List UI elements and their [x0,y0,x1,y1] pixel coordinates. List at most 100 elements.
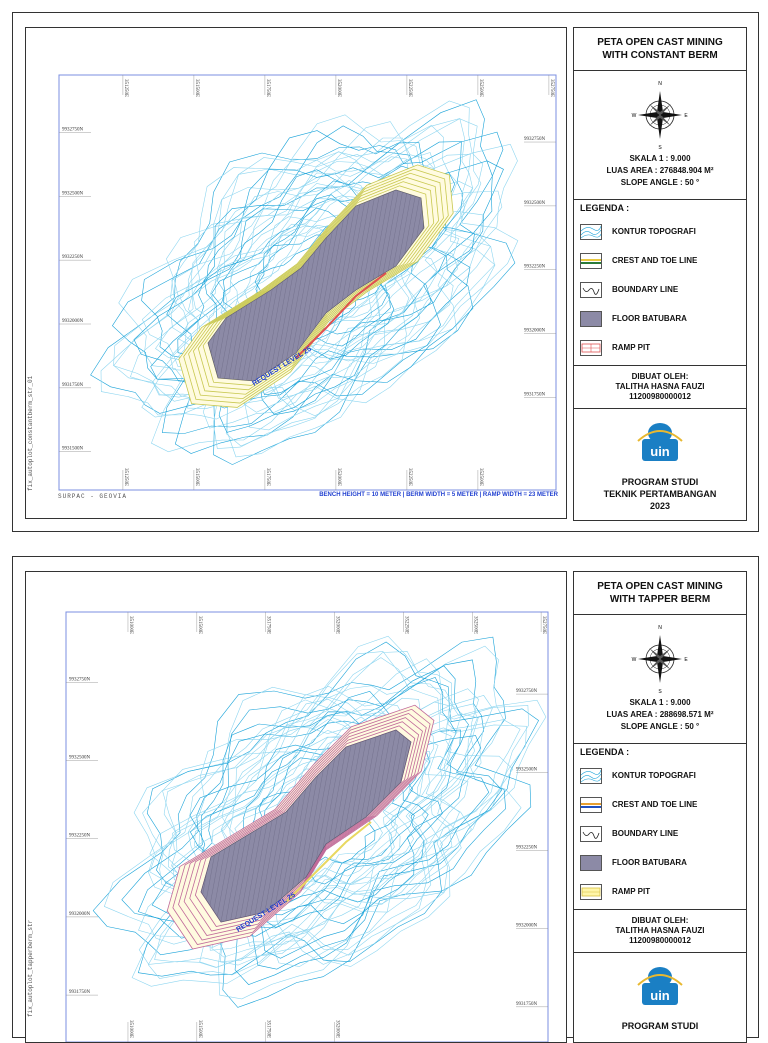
pit-floor [207,189,425,382]
svg-text:E: E [684,657,688,663]
scale-info: SKALA 1 : 9.000 LUAS AREA : 288698.571 M… [574,697,746,733]
title-line-1: PETA OPEN CAST MINING [597,37,723,48]
grid-northing-label: 9931750N [69,990,91,995]
contour-line [131,635,547,987]
crest-toe-swatch-icon [580,252,602,269]
crest-toe-line [194,725,416,927]
legend-label: FLOOR BATUBARA [612,314,687,323]
boundary-swatch-icon [580,281,602,298]
legend-item-ramp: RAMP PIT [580,877,740,906]
crest-toe-line [189,721,420,932]
institution-block: uin PROGRAM STUDI TEKNIK PERTAMBANGAN 20… [574,409,746,512]
area-value: 288698.571 M² [659,710,714,719]
crest-toe-line [197,181,435,391]
svg-text:W: W [632,113,637,119]
crest-toe-line [172,708,431,945]
grid-frame [65,611,549,1042]
compass-rose-icon: N S W E [632,81,689,149]
program-line-1: PROGRAM STUDI [621,1021,699,1031]
grid-easting-label: 352000E [335,616,340,634]
contour-line [150,142,475,415]
open-pit: REQUEST LEVEL 25 [178,164,454,408]
area-label: LUAS AREA : [606,710,658,719]
crest-toe-line [178,712,427,941]
area-label: LUAS AREA : [606,166,658,175]
legend-item-boundary: BOUNDARY LINE [580,275,740,304]
legend-label: BOUNDARY LINE [612,829,679,838]
legend-label: RAMP PIT [612,343,651,352]
hatch-line [423,722,463,942]
grid-easting-label: 352500E [478,468,483,486]
legend-item-ramp: RAMP PIT [580,333,740,362]
ramp-pit [285,821,372,903]
grid-easting-label: 352000E [336,468,341,486]
legend-label: CREST AND TOE LINE [612,256,698,265]
crest-toe-line [183,168,449,404]
grid-easting-label: 352500E [472,616,477,634]
map-title: PETA OPEN CAST MINING WITH TAPPER BERM [574,572,746,615]
map-frame: REQUEST LEVEL 25 351000E 351500E 351750E 352… [25,571,567,1043]
grid-northing-label: 9932500N [524,201,546,206]
floor-swatch-icon [580,854,602,871]
uin-logo-icon: uin [637,423,683,461]
ramp-pit [295,272,387,359]
crest-toe-line [202,185,430,386]
area-value: 276848.904 M² [659,166,714,175]
legend-label: BOUNDARY LINE [612,285,679,294]
legend-title: LEGENDA : [580,747,630,757]
contour-line [142,651,529,979]
grid-easting-label: 351500E [194,79,199,97]
grid-easting-label: 351750E [265,468,270,486]
program-line-1: PROGRAM STUDI [621,477,699,487]
grid-northing-label: 9932750N [516,689,538,694]
contour-swatch-icon [580,223,602,240]
ramp-swatch-icon [580,339,602,356]
grid-northing-label: 9932500N [516,767,538,772]
legend-item-contour: KONTUR TOPOGRAFI [580,761,740,790]
author-name: TALITHA HASNA FAUZI [615,382,705,391]
grid-easting-label: 352250E [403,616,408,634]
svg-text:N: N [658,81,662,87]
author-block: DIBUAT OLEH: TALITHA HASNA FAUZI 1120098… [574,366,746,409]
floor-swatch-icon [580,310,602,327]
area-text: LUAS AREA : 276848.904 M² [574,165,746,177]
legend-item-crest: CREST AND TOE LINE [580,246,740,275]
grid-northing-label: 9932250N [516,845,538,850]
title-line-2: WITH CONSTANT BERM [602,50,718,61]
svg-text:uin: uin [650,444,670,459]
grid-easting-label: 351250E [123,79,128,97]
grid-northing-label: 9931750N [524,392,546,397]
grid-northing-label: 9932000N [516,924,538,929]
grid-northing-label: 9932750N [69,677,91,682]
program-info: PROGRAM STUDI [574,1020,746,1032]
grid-easting-label: 351500E [197,616,202,634]
boundary-swatch-icon [580,825,602,842]
grid-northing-label: 9932000N [62,319,84,324]
map-frame: REQUEST LEVEL 25 351250E 351500E 351750E 352… [25,27,567,519]
legend-item-boundary: BOUNDARY LINE [580,819,740,848]
map-sheet-tapper-berm: REQUEST LEVEL 25 351000E 351500E 351750E 352… [12,556,759,1043]
hatch-line [437,722,477,942]
grid-easting-label: 351750E [266,616,271,634]
grid-northing-label: 9932000N [69,912,91,917]
legend-label: RAMP PIT [612,887,651,896]
grid-frame [58,74,557,491]
compass-rose-icon: N S W E [632,625,689,693]
compass-block: N S W E SKALA 1 : 9.000 LUAS AREA : 2886… [574,615,746,744]
legend-label: KONTUR TOPOGRAFI [612,227,696,236]
slope-text: SLOPE ANGLE : 50 ° [620,722,700,731]
author-label: DIBUAT OLEH: [631,916,689,925]
svg-text:N: N [658,625,662,631]
grid-easting-label: 351000E [128,1020,133,1038]
legend-item-floor: FLOOR BATUBARA [580,304,740,333]
grid-northing-label: 9932500N [62,191,84,196]
info-panel: PETA OPEN CAST MINING WITH CONSTANT BERM… [573,27,747,521]
title-line-2: WITH TAPPER BERM [609,594,711,605]
grid-northing-label: 9932250N [524,265,546,270]
legend: LEGENDA : KONTUR TOPOGRAFI CREST AND TOE… [574,200,746,366]
map-title: PETA OPEN CAST MINING WITH CONSTANT BERM [574,28,746,71]
grid-easting-label: 352250E [407,468,412,486]
pit-floor [200,729,412,923]
program-line-2: TEKNIK PERTAMBANGAN [603,489,717,499]
scale-text: SKALA 1 : 9.000 [629,698,691,707]
